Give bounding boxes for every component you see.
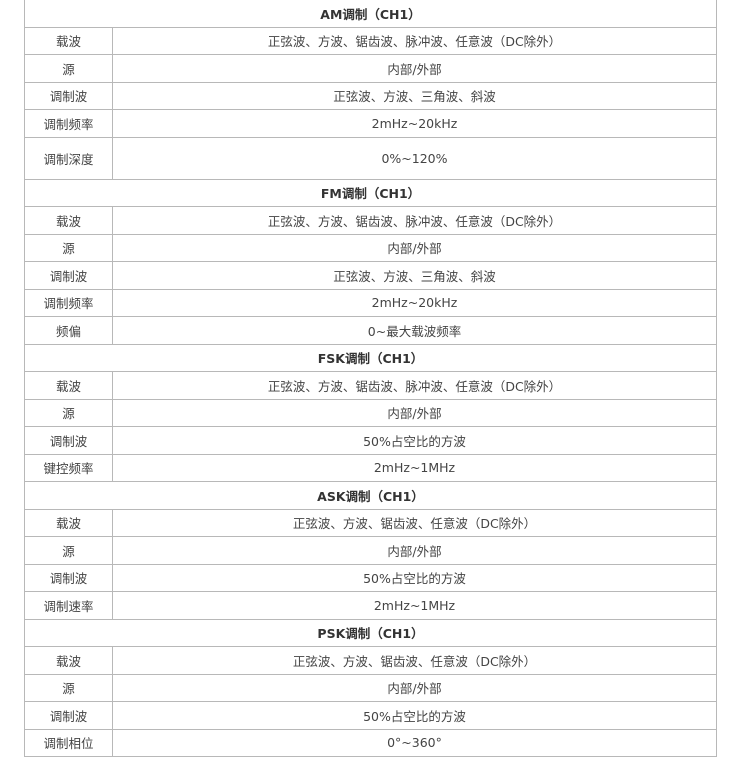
row-value: 0~最大载波频率 — [112, 316, 717, 345]
row-value: 正弦波、方波、三角波、斜波 — [112, 81, 717, 110]
row-label: 源 — [24, 673, 113, 702]
row-value: 正弦波、方波、锯齿波、脉冲波、任意波（DC除外） — [112, 371, 717, 400]
table-row: 源内部/外部 — [24, 54, 717, 83]
section-title: AM调制（CH1） — [24, 0, 717, 28]
row-label: 载波 — [24, 371, 113, 400]
table-row: 载波 正弦波、方波、锯齿波、脉冲波、任意波（DC除外） — [24, 206, 717, 235]
table-row: 频偏 0~最大载波频率 — [24, 316, 717, 345]
row-value: 正弦波、方波、锯齿波、脉冲波、任意波（DC除外） — [112, 26, 717, 55]
table-row: 调制波 50%占空比的方波 — [24, 701, 717, 730]
table-row: 调制频率 2mHz~20kHz — [24, 109, 717, 138]
section-title: PSK调制（CH1） — [24, 618, 717, 647]
row-label: 调制波 — [24, 701, 113, 730]
section-header: ASK调制（CH1） — [24, 481, 717, 510]
row-value: 0%~120% — [112, 136, 717, 180]
row-label: 源 — [24, 398, 113, 427]
table-row: 源内部/外部 — [24, 536, 717, 565]
section-header: FM调制（CH1） — [24, 178, 717, 207]
section-title: FSK调制（CH1） — [24, 343, 717, 372]
table-row: 调制深度 0%~120% — [24, 136, 717, 180]
row-label: 调制深度 — [24, 136, 113, 180]
row-label: 调制频率 — [24, 109, 113, 138]
row-value: 2mHz~1MHz — [112, 453, 717, 482]
row-label: 载波 — [24, 508, 113, 537]
row-label: 源 — [24, 233, 113, 262]
row-value: 0°~360° — [112, 728, 717, 757]
table-row: 载波 正弦波、方波、锯齿波、脉冲波、任意波（DC除外） — [24, 26, 717, 55]
table-row: 调制波 50%占空比的方波 — [24, 563, 717, 592]
row-value: 内部/外部 — [112, 54, 717, 83]
row-value: 正弦波、方波、锯齿波、脉冲波、任意波（DC除外） — [112, 206, 717, 235]
row-value: 内部/外部 — [112, 673, 717, 702]
row-value: 正弦波、方波、锯齿波、任意波（DC除外） — [112, 508, 717, 537]
table-row: 调制相位 0°~360° — [24, 728, 717, 757]
section-title: FM调制（CH1） — [24, 178, 717, 207]
row-value: 50%占空比的方波 — [112, 563, 717, 592]
row-value: 50%占空比的方波 — [112, 426, 717, 455]
row-label: 频偏 — [24, 316, 113, 345]
table-row: 键控频率 2mHz~1MHz — [24, 453, 717, 482]
table-row: 调制波 正弦波、方波、三角波、斜波 — [24, 261, 717, 290]
table-row: 源内部/外部 — [24, 233, 717, 262]
row-label: 调制波 — [24, 426, 113, 455]
row-value: 2mHz~1MHz — [112, 591, 717, 620]
row-label: 载波 — [24, 646, 113, 675]
row-label: 调制波 — [24, 563, 113, 592]
row-value: 50%占空比的方波 — [112, 701, 717, 730]
row-label: 源 — [24, 536, 113, 565]
table-row: 源内部/外部 — [24, 398, 717, 427]
row-label: 键控频率 — [24, 453, 113, 482]
table-row: 调制频率 2mHz~20kHz — [24, 288, 717, 317]
row-label: 载波 — [24, 26, 113, 55]
row-value: 内部/外部 — [112, 536, 717, 565]
section-header: AM调制（CH1） — [24, 0, 717, 28]
section-title: ASK调制（CH1） — [24, 481, 717, 510]
row-label: 源 — [24, 54, 113, 83]
table-row: 调制速率 2mHz~1MHz — [24, 591, 717, 620]
modulation-spec-table: AM调制（CH1） 载波 正弦波、方波、锯齿波、脉冲波、任意波（DC除外）源内部/外… — [24, 0, 717, 757]
table-row: 载波 正弦波、方波、锯齿波、任意波（DC除外） — [24, 508, 717, 537]
table-row: 调制波 50%占空比的方波 — [24, 426, 717, 455]
row-value: 正弦波、方波、锯齿波、任意波（DC除外） — [112, 646, 717, 675]
row-label: 调制相位 — [24, 728, 113, 757]
row-label: 调制速率 — [24, 591, 113, 620]
row-value: 2mHz~20kHz — [112, 288, 717, 317]
row-value: 2mHz~20kHz — [112, 109, 717, 138]
table-row: 载波 正弦波、方波、锯齿波、任意波（DC除外） — [24, 646, 717, 675]
row-value: 内部/外部 — [112, 233, 717, 262]
row-value: 正弦波、方波、三角波、斜波 — [112, 261, 717, 290]
table-row: 调制波 正弦波、方波、三角波、斜波 — [24, 81, 717, 110]
row-value: 内部/外部 — [112, 398, 717, 427]
row-label: 调制频率 — [24, 288, 113, 317]
section-header: FSK调制（CH1） — [24, 343, 717, 372]
row-label: 调制波 — [24, 81, 113, 110]
section-header: PSK调制（CH1） — [24, 618, 717, 647]
table-row: 源内部/外部 — [24, 673, 717, 702]
row-label: 载波 — [24, 206, 113, 235]
table-row: 载波 正弦波、方波、锯齿波、脉冲波、任意波（DC除外） — [24, 371, 717, 400]
row-label: 调制波 — [24, 261, 113, 290]
